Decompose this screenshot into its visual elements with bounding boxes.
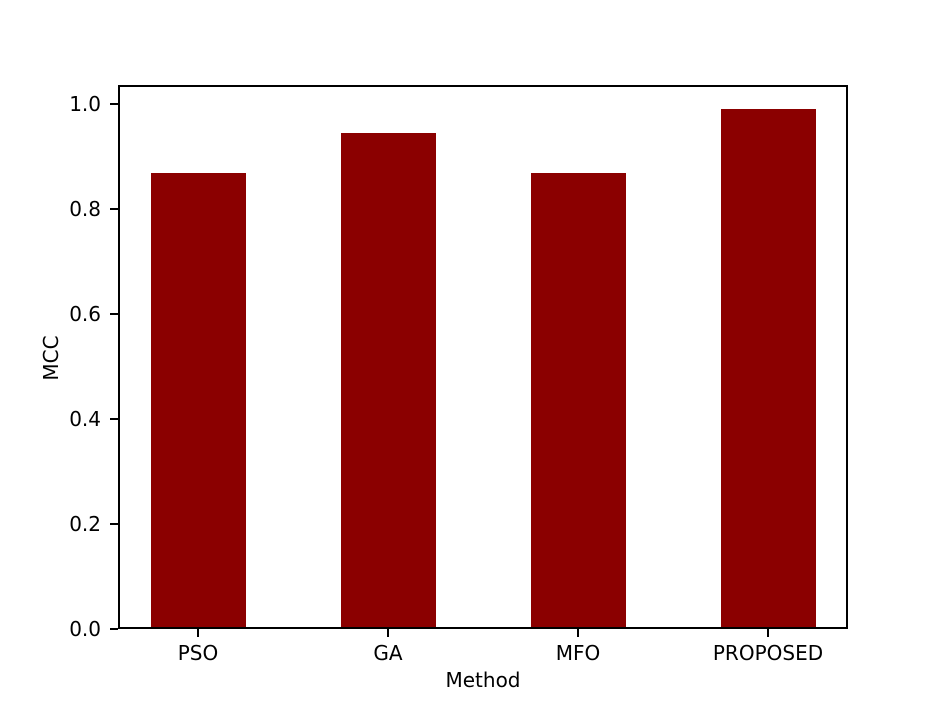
y-axis-label: MCC [39,335,63,381]
bar-proposed [720,109,816,629]
plot-area [118,85,848,629]
x-tick-label-mfo: MFO [555,641,601,665]
x-tick-mark [197,629,199,637]
y-tick-mark [110,418,118,420]
bar-ga [340,132,436,629]
y-tick-mark [110,208,118,210]
bar-pso [150,173,246,629]
x-tick-label-proposed: PROPOSED [712,641,824,665]
y-tick-label: 0.2 [69,512,101,536]
x-tick-mark [767,629,769,637]
y-tick-label: 0.0 [69,617,101,641]
y-tick-mark [110,628,118,630]
y-tick-label: 1.0 [69,92,101,116]
y-tick-label: 0.8 [69,197,101,221]
bar-mfo [530,173,626,629]
y-tick-mark [110,103,118,105]
y-tick-mark [110,523,118,525]
y-tick-mark [110,313,118,315]
x-tick-label-ga: GA [373,641,403,665]
x-tick-label-pso: PSO [177,641,219,665]
x-tick-mark [387,629,389,637]
y-tick-label: 0.6 [69,302,101,326]
y-tick-label: 0.4 [69,407,101,431]
x-axis-label: Method [445,668,521,692]
x-tick-mark [577,629,579,637]
